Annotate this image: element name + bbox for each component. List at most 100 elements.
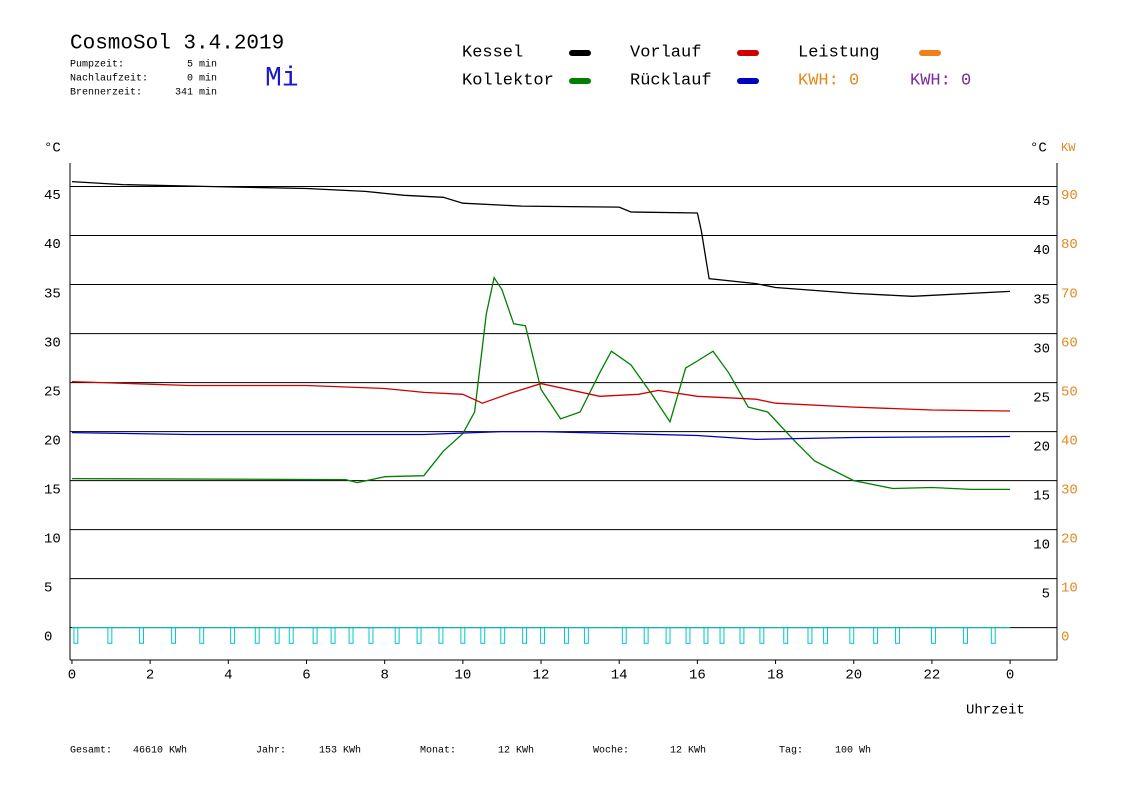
- legend-label: Rücklauf: [630, 71, 712, 90]
- y-right-tick-label: 10: [1033, 537, 1050, 553]
- pump-pulse: [230, 627, 236, 644]
- y-tick-label: 30: [44, 335, 61, 351]
- info-value: 0 min: [187, 73, 217, 85]
- pump-pulse: [685, 627, 691, 644]
- pump-pulse: [460, 627, 466, 644]
- pump-pulse: [540, 627, 546, 644]
- x-tick-label: 4: [224, 668, 232, 684]
- y-right-tick-label: 25: [1033, 390, 1050, 406]
- pump-pulse: [963, 627, 968, 644]
- y2-tick-label: 80: [1061, 237, 1078, 253]
- x-tick-label: 22: [924, 668, 941, 684]
- pump-pulse: [823, 627, 829, 644]
- pump-pulse: [873, 627, 879, 644]
- pump-pulse: [107, 627, 113, 644]
- pump-pulse: [500, 627, 506, 644]
- total-label: Gesamt:: [70, 746, 112, 757]
- pump-pulse: [274, 627, 280, 644]
- pump-pulse: [171, 627, 177, 644]
- chart-title: CosmoSol 3.4.2019: [70, 33, 284, 56]
- pump-pulse: [73, 627, 79, 644]
- y-right-tick-label: 40: [1033, 243, 1050, 259]
- y-right-tick-label: 35: [1033, 292, 1050, 308]
- pump-pulse: [583, 627, 589, 644]
- pump-pulse: [783, 627, 789, 644]
- pump-pulse: [563, 627, 569, 644]
- y-right-label: °C: [1030, 141, 1047, 157]
- x-tick-label: 20: [845, 668, 862, 684]
- y-right-tick-label: 30: [1033, 341, 1050, 357]
- day: Mi: [265, 63, 299, 94]
- x-tick-label: 6: [302, 668, 310, 684]
- x-label: Uhrzeit: [966, 703, 1025, 719]
- kwh-label: KWH: 0: [798, 71, 859, 90]
- y2-tick-label: 70: [1061, 286, 1078, 302]
- pump-pulse: [990, 627, 996, 644]
- pump-pulse: [416, 627, 422, 644]
- pump-pulse: [480, 627, 486, 644]
- x-tick-label: 18: [767, 668, 784, 684]
- y2-label: KW: [1061, 141, 1076, 155]
- pump-pulse: [621, 627, 627, 644]
- y-right-tick-label: 5: [1042, 586, 1050, 602]
- x-tick-label: 0: [68, 668, 76, 684]
- info-label: Nachlaufzeit:: [70, 73, 148, 85]
- pump-pulse: [739, 627, 745, 644]
- y2-tick-label: 60: [1061, 335, 1078, 351]
- total-value: 46610 KWh: [133, 745, 187, 757]
- pump-pulse: [719, 627, 725, 644]
- info-label: Brennerzeit:: [70, 87, 142, 99]
- y-right-tick-label: 45: [1033, 194, 1050, 210]
- series-line: [71, 180, 1011, 297]
- x-tick-label: 2: [146, 668, 154, 684]
- pump-pulse: [312, 627, 318, 644]
- series-line: [71, 380, 1011, 412]
- pump-pulse: [703, 627, 709, 644]
- series-line: [71, 276, 1011, 491]
- pump-pulse: [438, 627, 444, 644]
- y-tick-label: 10: [44, 531, 61, 547]
- pump-pulse: [807, 627, 813, 644]
- info-value: 5 min: [187, 59, 217, 71]
- y-tick-label: 0: [44, 629, 52, 645]
- y2-tick-label: 90: [1061, 188, 1078, 204]
- total-label: Woche:: [593, 745, 629, 757]
- total-value: 12 KWh: [498, 745, 534, 757]
- y-tick-label: 25: [44, 384, 61, 400]
- y-tick-label: 20: [44, 433, 61, 449]
- y2-tick-label: 20: [1061, 531, 1078, 547]
- pump-pulse: [139, 627, 144, 644]
- x-tick-label: 10: [454, 668, 471, 684]
- y-tick-label: 40: [44, 237, 61, 253]
- total-label: Monat:: [420, 746, 456, 757]
- total-value: 153 KWh: [319, 745, 361, 757]
- pump-pulse: [665, 627, 671, 644]
- y-right-tick-label: 15: [1033, 488, 1050, 504]
- x-tick-label: 16: [689, 668, 706, 684]
- x-tick-label: 0: [1006, 668, 1014, 684]
- x-tick-label: 14: [611, 668, 628, 684]
- legend-label: Vorlauf: [630, 43, 701, 62]
- pump-pulse: [849, 627, 855, 644]
- y2-tick-label: 30: [1061, 482, 1078, 498]
- legend-label: Kessel: [462, 43, 523, 62]
- pump-pulse: [643, 627, 649, 644]
- y-tick-label: 15: [44, 482, 61, 498]
- pump-pulse: [330, 627, 336, 644]
- legend-label: Kollektor: [462, 71, 554, 90]
- total-label: Tag:: [779, 746, 803, 757]
- info-value: 341 min: [175, 87, 217, 99]
- y-tick-label: 35: [44, 286, 61, 302]
- y2-tick-label: 0: [1061, 629, 1069, 645]
- x-tick-label: 8: [380, 668, 388, 684]
- info-label: Pumpzeit:: [70, 59, 124, 71]
- x-tick-label: 12: [533, 668, 550, 684]
- y2-tick-label: 40: [1061, 433, 1078, 449]
- pump-pulse: [368, 627, 374, 644]
- kwh-label: KWH: 0: [910, 71, 971, 90]
- y-right-tick-label: 20: [1033, 439, 1050, 455]
- legend-label: Leistung: [798, 43, 880, 62]
- total-label: Jahr:: [256, 745, 286, 757]
- y-tick-label: 45: [44, 188, 61, 204]
